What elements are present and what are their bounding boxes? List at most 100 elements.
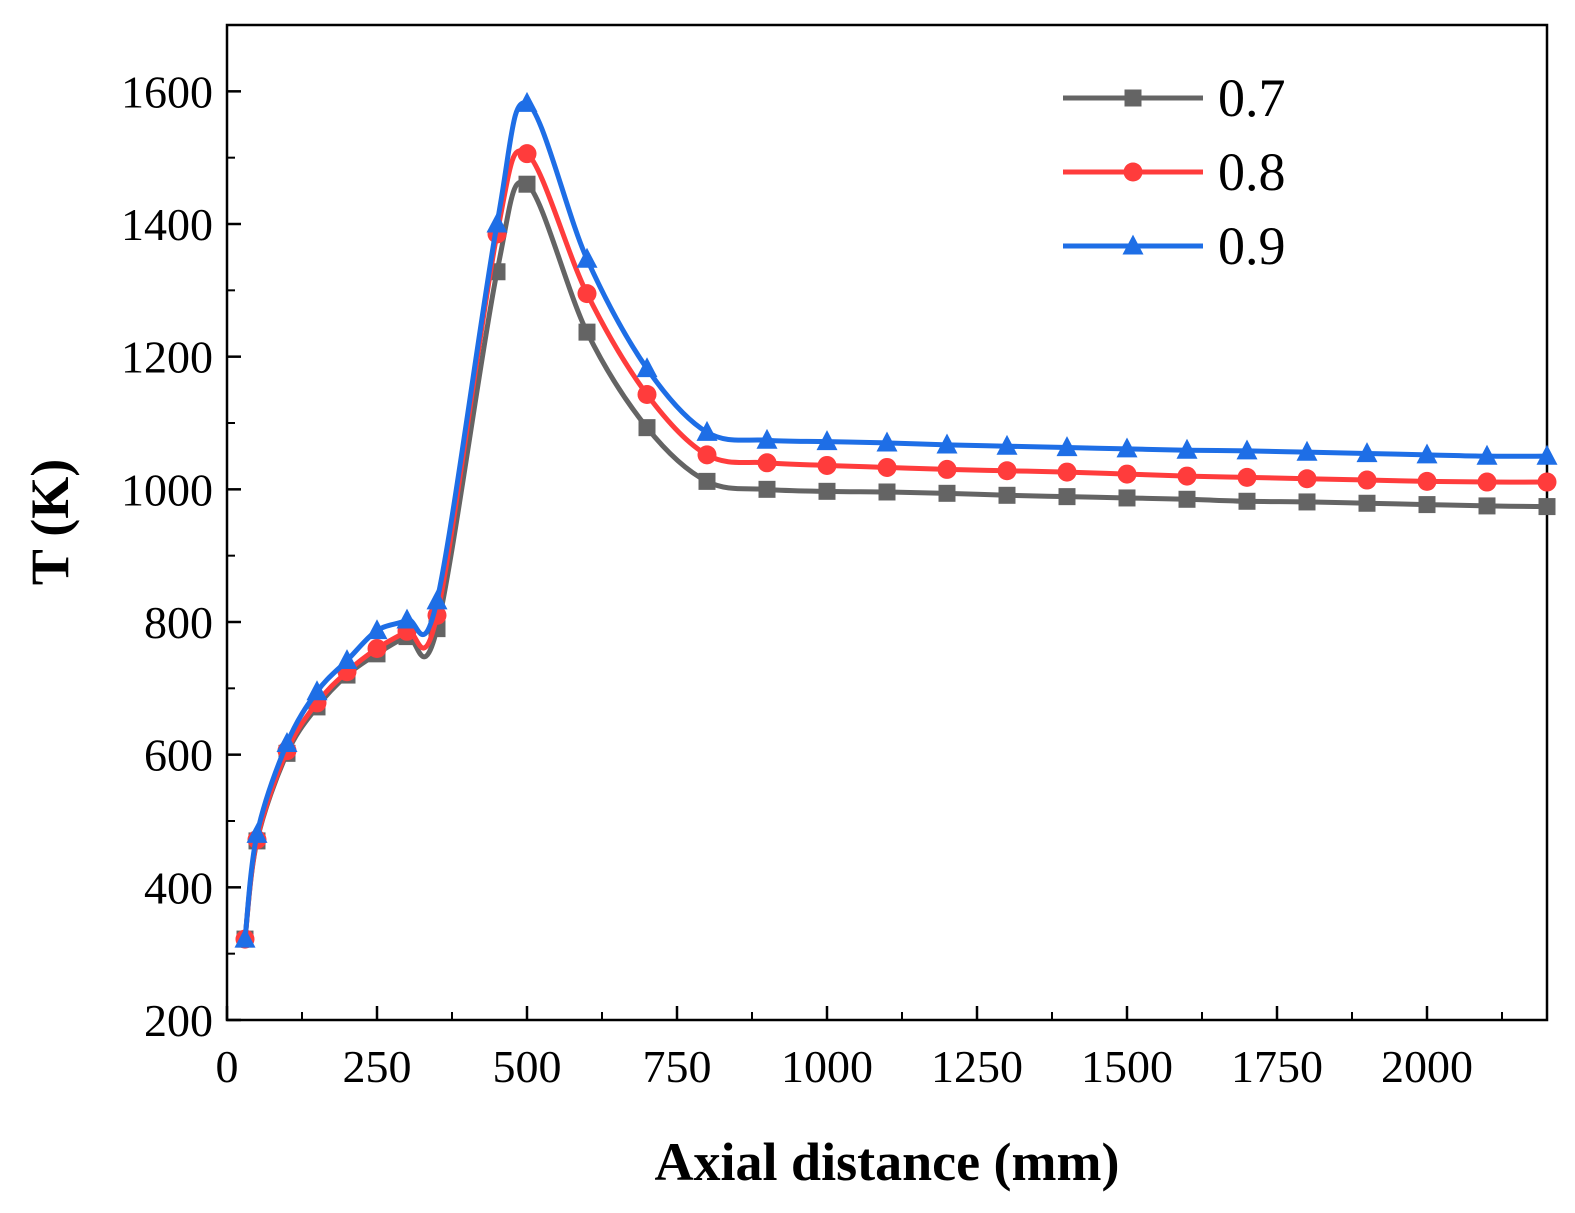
data-point [638,419,656,437]
series-layer [234,91,1558,949]
x-tick-label: 0 [216,1041,239,1092]
data-point [1237,467,1257,487]
data-point [817,455,837,475]
legend-label: 0.8 [1218,142,1286,202]
data-point [1117,464,1137,484]
data-point [1536,444,1558,465]
x-tick-label: 500 [493,1041,562,1092]
x-axis-ticks: 0 250 500 750 1000 1250 1500 1750 2000 [216,1006,1503,1092]
data-point [1538,498,1556,516]
series-0.9 [234,91,1558,948]
legend-item-0.9: 0.9 [1063,216,1286,276]
data-point [1417,471,1437,491]
data-point [1236,439,1258,460]
series-0.8 [235,144,1557,949]
data-point [1058,488,1076,506]
y-axis-ticks: 200 400 600 800 1000 1200 1400 1600 [121,24,241,1046]
data-point [1118,489,1136,507]
series-line-0.9 [242,100,1548,940]
data-point [518,175,536,193]
data-point [697,445,717,465]
y-axis-title: T (K) [20,459,80,586]
data-point [1358,494,1376,512]
data-point [756,428,778,449]
data-point [1177,466,1197,486]
data-point [637,384,657,404]
data-point [576,247,598,268]
data-point [938,484,956,502]
data-point [336,649,358,670]
data-point [1238,492,1256,510]
data-point [396,608,418,629]
x-tick-label: 1750 [1231,1041,1323,1092]
data-point [877,457,897,477]
data-point [1116,437,1138,458]
data-point [366,619,388,640]
data-point [696,420,718,441]
data-point [1298,493,1316,511]
data-point [1357,470,1377,490]
legend-label: 0.7 [1218,68,1286,128]
series-line-0.7 [242,179,1548,940]
legend-marker [1124,89,1142,107]
data-point [1296,440,1318,461]
data-point [1478,497,1496,515]
x-tick-label: 750 [643,1041,712,1092]
data-point [1176,438,1198,459]
data-point [698,472,716,490]
data-point [486,212,508,233]
data-point [1537,472,1557,492]
data-point [578,323,596,341]
x-tick-label: 250 [343,1041,412,1092]
legend-item-0.7: 0.7 [1063,68,1286,128]
data-point [816,430,838,451]
data-point [426,589,448,610]
y-tick-label: 1200 [121,332,213,383]
x-tick-label: 1250 [931,1041,1023,1092]
data-point [1178,490,1196,508]
x-tick-label: 1000 [781,1041,873,1092]
data-point [1356,442,1378,463]
data-point [1477,472,1497,492]
y-tick-label: 200 [144,995,213,1046]
data-point [997,461,1017,481]
data-point [936,433,958,454]
legend-label: 0.9 [1218,216,1286,276]
data-point [246,822,268,843]
data-point [1056,436,1078,457]
y-tick-label: 600 [144,730,213,781]
data-point [517,144,537,164]
x-axis-title: Axial distance (mm) [655,1132,1120,1192]
data-point [1418,496,1436,514]
legend-marker [1123,162,1143,182]
legend: 0.7 0.8 0.9 [1063,68,1286,276]
data-point [1297,469,1317,489]
data-point [876,431,898,452]
data-point [516,91,538,112]
data-point [996,434,1018,455]
data-point [1057,462,1077,482]
data-point [937,459,957,479]
data-point [818,482,836,500]
series-line-0.8 [242,148,1548,940]
y-tick-label: 1000 [121,464,213,515]
data-point [757,453,777,473]
y-tick-label: 1400 [121,199,213,250]
plot-frame [225,23,1549,1022]
data-point [577,284,597,304]
legend-marker [1122,234,1144,255]
y-tick-label: 800 [144,597,213,648]
data-point [276,731,298,752]
y-tick-label: 1600 [121,66,213,117]
x-tick-label: 2000 [1381,1041,1473,1092]
data-point [878,483,896,501]
data-point [1416,443,1438,464]
data-point [306,680,328,701]
series-0.7 [236,175,1556,948]
data-point [998,486,1016,504]
x-tick-label: 1500 [1081,1041,1173,1092]
data-point [636,357,658,378]
y-tick-label: 400 [144,862,213,913]
data-point [758,480,776,498]
